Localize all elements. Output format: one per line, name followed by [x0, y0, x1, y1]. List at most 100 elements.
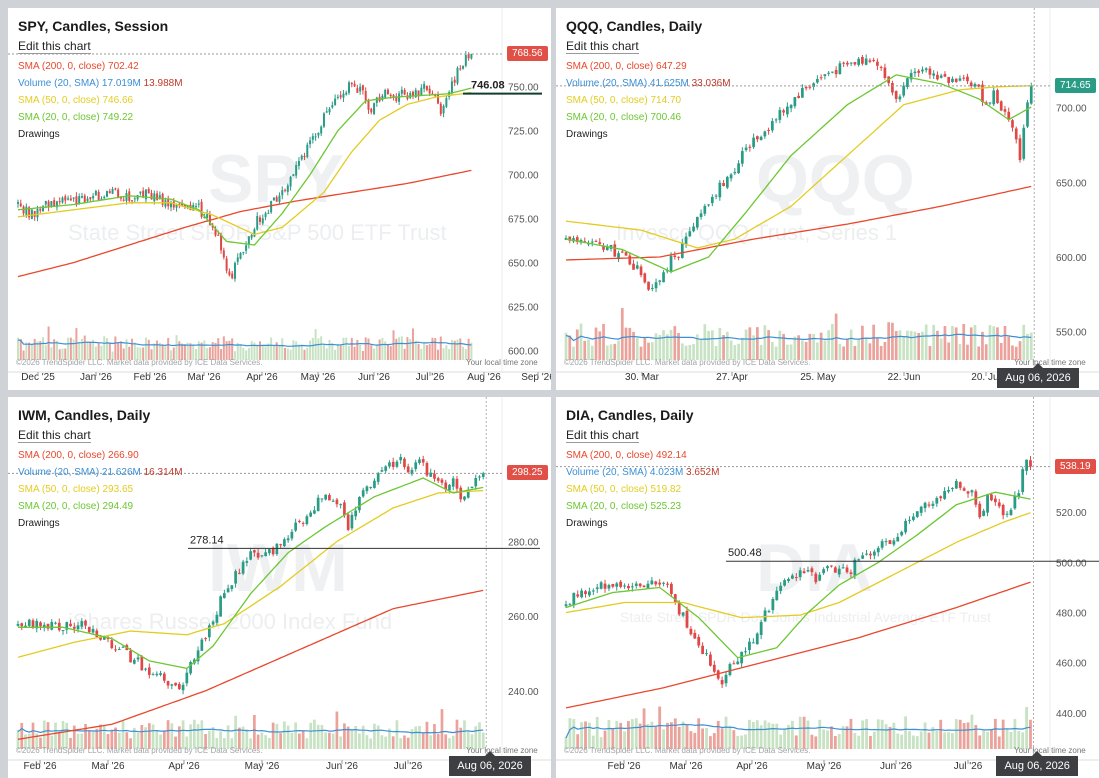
x-tick-label: Aug '26: [467, 372, 501, 383]
candle: [595, 583, 599, 594]
volume-bar: [448, 349, 451, 360]
legend-item[interactable]: SMA (50, 0, close) 714.70: [566, 92, 731, 109]
volume-bar: [36, 341, 39, 360]
volume-bar: [594, 327, 598, 360]
candle: [823, 74, 827, 80]
local-time-zone-label[interactable]: Your local time zone: [1014, 358, 1086, 367]
legend-item[interactable]: Volume (20, SMA) 21.626M 16.314M: [18, 464, 183, 481]
volume-bar: [16, 337, 20, 360]
volume-bar: [129, 738, 132, 749]
legend-item[interactable]: SMA (200, 0, close) 266.90: [18, 447, 183, 464]
volume-bar: [974, 725, 978, 749]
volume-bar: [451, 735, 455, 749]
spy-chart-panel[interactable]: SPY State Street SPDR S&P 500 ETF Trust 60…: [8, 8, 551, 390]
candle: [917, 69, 921, 78]
volume-bar: [339, 345, 342, 360]
candle: [300, 154, 303, 161]
edit-chart-link[interactable]: Edit this chart: [566, 428, 639, 443]
legend-item[interactable]: SMA (50, 0, close) 519.82: [566, 481, 719, 498]
legend-item[interactable]: Volume (20, SMA) 41.625M 33.036M: [566, 75, 731, 92]
candle: [846, 60, 849, 67]
candle: [632, 259, 635, 270]
qqq-chart-panel[interactable]: QQQ Invesco QQQ Trust, Series 1 550.00 600.…: [556, 8, 1099, 390]
candle: [270, 200, 273, 214]
legend-item[interactable]: SMA (200, 0, close) 647.29: [566, 58, 731, 75]
candle: [211, 222, 214, 231]
drawings-label[interactable]: Drawings: [566, 518, 608, 529]
legend-item[interactable]: SMA (20, 0, close) 525.23: [566, 498, 719, 515]
chart-svg[interactable]: 600.00 625.00 650.00 675.00 700.00 725.00 750.…: [8, 8, 551, 390]
legend-item[interactable]: Volume (20, SMA) 17.019M 13.988M: [18, 75, 183, 92]
volume-bar: [361, 350, 364, 360]
chart-svg[interactable]: 440.00 460.00 480.00 500.00 520.00 Feb '26 Mar…: [556, 397, 1099, 778]
volume-bar: [701, 728, 705, 749]
candle: [605, 244, 609, 251]
volume-bar: [256, 345, 259, 360]
candle: [294, 518, 297, 533]
candle: [639, 264, 643, 278]
volume-bar: [414, 726, 418, 749]
volume-bar: [748, 327, 752, 360]
candle: [647, 281, 650, 291]
volume-bar: [72, 725, 76, 749]
local-time-zone-label[interactable]: Your local time zone: [466, 358, 538, 367]
legend-item[interactable]: SMA (20, 0, close) 294.49: [18, 498, 183, 515]
volume-bar: [999, 343, 1003, 360]
local-time-zone-label[interactable]: Your local time zone: [1014, 746, 1086, 755]
volume-bar: [423, 342, 426, 360]
volume-bar: [587, 339, 590, 360]
candle: [837, 565, 841, 578]
volume-bar: [609, 344, 613, 360]
candle: [409, 91, 412, 100]
volume-bar: [904, 716, 907, 749]
legend-value: 4.023M: [649, 467, 684, 478]
legend-item[interactable]: SMA (20, 0, close) 700.46: [566, 109, 731, 126]
candle: [915, 511, 919, 519]
candle: [966, 73, 969, 85]
legend-item[interactable]: SMA (200, 0, close) 702.42: [18, 58, 183, 75]
chart-svg[interactable]: 550.00 600.00 650.00 700.00 30. Mar 27. Apr 25…: [556, 8, 1099, 390]
candle: [418, 456, 421, 465]
candle: [623, 583, 626, 589]
volume-bar: [331, 343, 334, 360]
legend-item[interactable]: SMA (20, 0, close) 749.22: [18, 109, 183, 126]
legend-item[interactable]: SMA (200, 0, close) 492.14: [566, 447, 719, 464]
candle: [376, 472, 380, 485]
candle: [725, 175, 729, 190]
volume-bar: [894, 331, 898, 360]
candle: [599, 580, 603, 590]
legend-item[interactable]: SMA (50, 0, close) 746.66: [18, 92, 183, 109]
volume-bar: [568, 718, 572, 749]
candle: [736, 658, 740, 665]
dia-chart-panel[interactable]: DIA State Street SPDR Dow Jones Industria…: [556, 397, 1099, 778]
candle: [744, 144, 748, 152]
volume-bar: [61, 348, 64, 360]
chart-svg[interactable]: 240.00 260.00 280.00 Feb '26 Mar '26 Apr '26 M…: [8, 397, 551, 778]
legend-item[interactable]: Volume (20, SMA) 4.023M 3.652M: [566, 464, 719, 481]
iwm-chart-panel[interactable]: IWM iShares Russell 2000 Index Fund 240.00…: [8, 397, 551, 778]
candle: [669, 252, 673, 274]
volume-bar: [87, 730, 91, 749]
volume-bar: [958, 719, 962, 749]
volume-bar: [822, 729, 826, 749]
candle: [793, 96, 797, 109]
candle: [692, 222, 695, 233]
volume-bar: [370, 345, 373, 360]
volume-bar: [853, 345, 857, 360]
candle: [767, 609, 771, 613]
edit-chart-link[interactable]: Edit this chart: [18, 428, 91, 443]
sma200-line: [565, 581, 1031, 709]
volume-bar: [417, 343, 420, 360]
edit-chart-link[interactable]: Edit this chart: [566, 39, 639, 54]
volume-bar: [977, 346, 981, 360]
edit-chart-link[interactable]: Edit this chart: [18, 39, 91, 54]
x-tick-label: May '26: [245, 761, 280, 772]
drawings-label[interactable]: Drawings: [18, 129, 60, 140]
candle: [467, 52, 470, 61]
drawings-label[interactable]: Drawings: [18, 518, 60, 529]
local-time-zone-label[interactable]: Your local time zone: [466, 746, 538, 755]
volume-bar: [467, 338, 470, 360]
legend-item[interactable]: SMA (50, 0, close) 293.65: [18, 481, 183, 498]
volume-bar: [993, 718, 997, 749]
drawings-label[interactable]: Drawings: [566, 129, 608, 140]
